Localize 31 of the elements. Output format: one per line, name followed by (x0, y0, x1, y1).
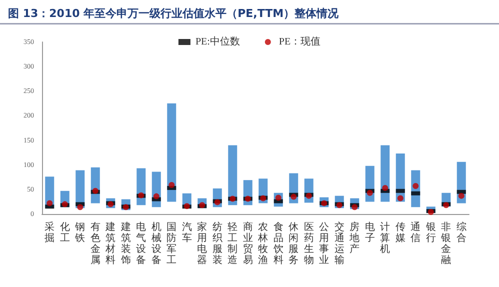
chart-title: 图 13：2010 年至今申万一级行业估值水平（PE,TTM）整体情况 (8, 7, 340, 20)
x-tick-label: 医药生物 (304, 222, 314, 266)
x-tick-label: 综合 (456, 221, 466, 244)
x-tick-label: 纺织服装 (212, 221, 222, 266)
x-tick-label: 传媒 (395, 222, 406, 244)
x-tick-label: 非银金融 (440, 221, 452, 266)
x-tick-label: 公用事业 (319, 221, 330, 266)
x-tick-label: 国防军工 (166, 222, 177, 266)
x-tick-label: 食品饮料 (272, 221, 284, 266)
x-tick-label: 机械设备 (151, 221, 162, 266)
x-tick-label: 计算机 (380, 221, 390, 255)
x-tick-label: 建筑装饰 (120, 221, 131, 266)
x-tick-label: 化工 (60, 221, 70, 244)
x-tick-label: 钢铁 (74, 222, 86, 244)
x-tick-label: 房地产 (348, 221, 360, 255)
x-tick-label: 轻工制造 (228, 221, 238, 266)
x-tick-label: 有色金属 (90, 221, 100, 266)
x-tick-label: 休闲服务 (288, 222, 299, 266)
x-tick-label: 农林牧渔 (257, 222, 268, 266)
x-tick-label: 通信 (410, 221, 421, 244)
x-tick-label: 家用电器 (197, 221, 208, 266)
legend-label: PE：现值 (278, 36, 321, 48)
x-tick-label: 电气设备 (136, 221, 146, 266)
x-tick-label: 电子 (364, 221, 375, 244)
x-tick-label: 汽车 (182, 221, 192, 244)
x-tick-label: 建筑材料 (104, 221, 116, 266)
x-tick-label: 银行 (424, 222, 436, 244)
x-tick-label: 采掘 (44, 221, 55, 244)
x-tick-label: 商业贸易 (242, 221, 253, 266)
legend-label: PE:中位数 (195, 36, 240, 48)
x-tick-label: 交通运输 (334, 221, 344, 266)
